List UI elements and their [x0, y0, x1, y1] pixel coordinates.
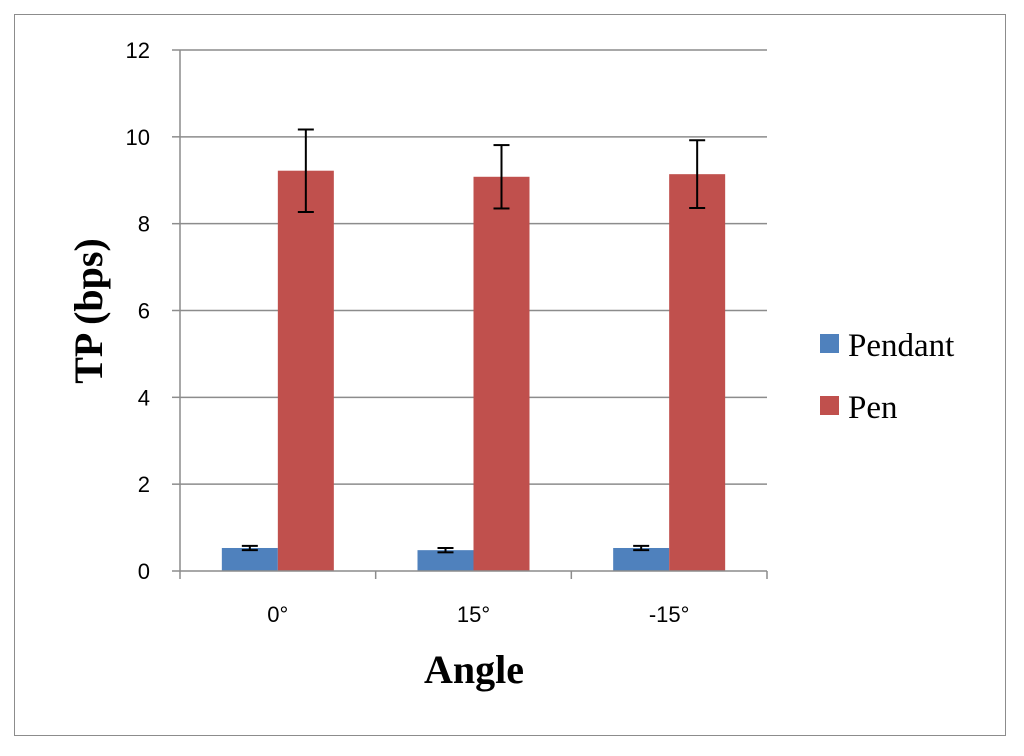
- legend-swatch-pen: [820, 396, 839, 415]
- legend-label-pen: Pen: [848, 390, 898, 426]
- y-tick-label: 10: [126, 125, 150, 150]
- bars: [221, 170, 726, 571]
- legend: Pendant Pen: [820, 328, 954, 426]
- y-tick-label: 4: [138, 385, 150, 410]
- y-tick-label: 0: [138, 559, 150, 584]
- y-tick-label: 12: [126, 38, 150, 63]
- x-tick-label: -15°: [649, 602, 690, 627]
- error-bars: [241, 128, 706, 554]
- bar-pen-1: [473, 176, 530, 571]
- bar-pen-0: [277, 170, 334, 571]
- y-tick-label: 2: [138, 472, 150, 497]
- y-tick-label: 8: [138, 212, 150, 237]
- bar-pendant-0: [221, 547, 278, 571]
- legend-label-pendant: Pendant: [848, 328, 954, 364]
- y-tick-label: 6: [138, 299, 150, 324]
- axes: [172, 49, 768, 579]
- legend-swatch-pendant: [820, 334, 839, 353]
- y-axis-title: TP (bps): [66, 238, 111, 384]
- x-tick-label: 0°: [267, 602, 288, 627]
- x-axis-title: Angle: [424, 647, 524, 692]
- bar-pen-2: [669, 174, 726, 571]
- x-tick-label: 15°: [457, 602, 490, 627]
- tick-labels: 0 2 4 6 8 10 12 0° 15° -15°: [126, 38, 690, 627]
- bar-pendant-2: [613, 547, 670, 571]
- bar-pendant-1: [417, 550, 474, 571]
